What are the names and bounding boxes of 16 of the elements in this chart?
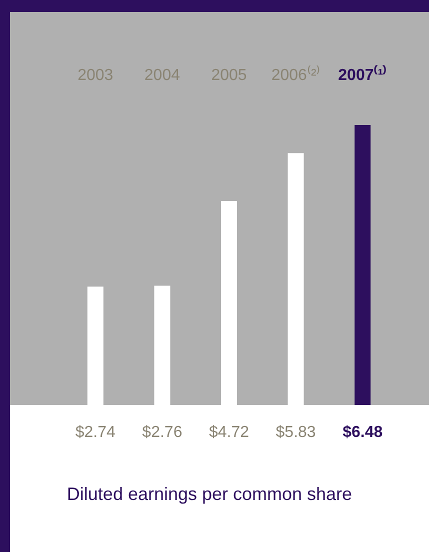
data-label: $2.76 bbox=[142, 424, 182, 441]
data-label: $4.72 bbox=[208, 424, 250, 441]
text: Diluted earnings per common share bbox=[66, 484, 352, 504]
x-tick-label: 2006⁽²⁾ bbox=[271, 65, 320, 84]
bar bbox=[87, 286, 104, 405]
x-tick-label: 2004 bbox=[144, 67, 180, 84]
bar bbox=[221, 201, 237, 405]
bar bbox=[288, 153, 304, 405]
x-tick-label: 2003 bbox=[78, 67, 114, 84]
bar bbox=[354, 125, 371, 405]
data-label: $6.48 bbox=[342, 424, 383, 441]
bar bbox=[154, 286, 170, 405]
x-tick-label: 2005 bbox=[211, 67, 247, 84]
data-label: $2.74 bbox=[75, 424, 116, 441]
x-tick-label: 2007⁽¹⁾ bbox=[338, 65, 388, 84]
data-label: $5.83 bbox=[276, 424, 316, 441]
